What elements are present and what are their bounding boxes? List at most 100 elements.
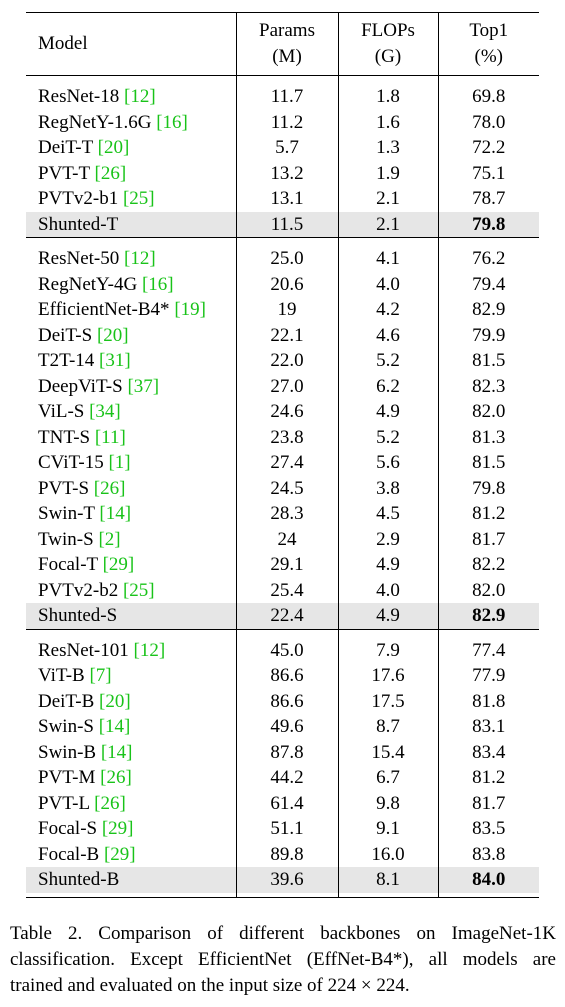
- flops-cell: 6.7: [337, 765, 438, 791]
- params-cell: 61.4: [235, 790, 338, 816]
- highlight-row: Shunted-B 39.6 8.1 84.0: [26, 867, 539, 893]
- top1-cell: 83.8: [437, 841, 539, 867]
- citation-link[interactable]: [20]: [96, 324, 129, 346]
- model-name: Twin-S: [38, 528, 99, 550]
- params-cell: 86.6: [235, 663, 338, 689]
- citation-link[interactable]: [14]: [98, 716, 131, 738]
- model-name: CViT-15: [38, 452, 109, 474]
- model-cell: Focal-S [29]: [26, 816, 236, 842]
- table-row: ViL-S [34] 24.6 4.9 82.0: [26, 399, 539, 425]
- citation-link[interactable]: [29]: [102, 554, 135, 576]
- highlight-params-cell: 39.6: [235, 867, 338, 893]
- flops-cell: 4.1: [337, 246, 438, 272]
- comparison-table: Model Params (M) FLOPs (G) Top1 (%) ResN…: [26, 12, 539, 898]
- top1-cell: 82.2: [437, 552, 539, 578]
- citation-link[interactable]: [25]: [122, 579, 155, 601]
- model-cell: ResNet-18 [12]: [26, 84, 236, 110]
- header-flops: FLOPs (G): [337, 12, 438, 76]
- citation-link[interactable]: [2]: [98, 528, 121, 550]
- citation-link[interactable]: [26]: [94, 162, 127, 184]
- header-params-label: Params: [259, 20, 315, 41]
- model-cell: Twin-S [2]: [26, 527, 236, 553]
- params-cell: 28.3: [235, 501, 338, 527]
- top1-cell: 77.9: [437, 663, 539, 689]
- citation-link[interactable]: [7]: [89, 665, 112, 687]
- top1-cell: 79.4: [437, 271, 539, 297]
- top1-cell: 81.2: [437, 765, 539, 791]
- model-cell: RegNetY-1.6G [16]: [26, 110, 236, 136]
- params-cell: 19: [235, 297, 338, 323]
- flops-cell: 9.1: [337, 816, 438, 842]
- table-row: ResNet-18 [12] 11.7 1.8 69.8: [26, 84, 539, 110]
- citation-link[interactable]: [11]: [94, 426, 126, 448]
- flops-cell: 4.5: [337, 501, 438, 527]
- citation-link[interactable]: [12]: [133, 639, 166, 661]
- table-row: PVT-M [26] 44.2 6.7 81.2: [26, 765, 539, 791]
- citation-link[interactable]: [19]: [174, 299, 206, 321]
- citation-link[interactable]: [26]: [100, 767, 132, 789]
- table-row: PVT-T [26] 13.2 1.9 75.1: [26, 160, 539, 186]
- group-spacer: [26, 75, 539, 84]
- citation-link[interactable]: [26]: [94, 792, 126, 814]
- table-row: PVT-S [26] 24.5 3.8 79.8: [26, 475, 539, 501]
- highlight-flops-cell: 4.9: [337, 603, 438, 629]
- spacer-cell: [26, 629, 236, 638]
- params-cell: 27.4: [235, 450, 338, 476]
- flops-cell: 4.0: [337, 271, 438, 297]
- citation-link[interactable]: [14]: [100, 741, 133, 763]
- model-cell: DeiT-T [20]: [26, 135, 236, 161]
- header-params-unit: (M): [272, 46, 302, 67]
- top1-cell: 76.2: [437, 246, 539, 272]
- table-row: Focal-T [29] 29.1 4.9 82.2: [26, 552, 539, 578]
- citation-link[interactable]: [12]: [124, 248, 156, 270]
- highlight-top1-cell: 82.9: [437, 603, 539, 629]
- citation-link[interactable]: [20]: [97, 137, 130, 159]
- citation-link[interactable]: [29]: [103, 843, 136, 865]
- model-name: T2T-14: [38, 350, 100, 372]
- top1-cell: 81.5: [437, 450, 539, 476]
- model-name: RegNetY-4G: [38, 273, 142, 295]
- citation-link[interactable]: [20]: [99, 690, 131, 712]
- top1-cell: 81.2: [437, 501, 539, 527]
- model-cell: RegNetY-4G [16]: [26, 272, 236, 298]
- model-cell: Focal-T [29]: [26, 552, 236, 578]
- table-caption: Table 2. Comparison of different backbon…: [10, 921, 556, 999]
- highlight-flops-cell: 2.1: [337, 211, 438, 238]
- model-cell: Swin-S [14]: [26, 714, 236, 740]
- params-cell: 29.1: [235, 552, 338, 578]
- citation-link[interactable]: [1]: [108, 452, 131, 474]
- table-row: RegNetY-1.6G [16] 11.2 1.6 78.0: [26, 109, 539, 136]
- flops-cell: 1.3: [337, 135, 438, 161]
- header-top1: Top1 (%): [437, 12, 539, 76]
- model-cell: T2T-14 [31]: [26, 348, 236, 374]
- table-group-1: ResNet-18 [12] 11.7 1.8 69.8 RegNetY-1.6G [1…: [26, 75, 539, 238]
- model-name: Focal-T: [38, 554, 103, 576]
- model-name: PVT-S: [38, 477, 94, 499]
- table-row: Focal-S [29] 51.1 9.1 83.5: [26, 816, 539, 842]
- citation-link[interactable]: [37]: [127, 375, 160, 397]
- flops-cell: 5.2: [337, 348, 438, 374]
- citation-link[interactable]: [12]: [124, 86, 156, 108]
- citation-link[interactable]: [16]: [156, 111, 188, 133]
- caption-line-1: Table 2. Comparison of different backbon…: [10, 923, 556, 944]
- model-name: TNT-S: [38, 426, 95, 448]
- citation-link[interactable]: [16]: [141, 273, 174, 295]
- model-name: Swin-S: [38, 716, 99, 738]
- highlight-model-cell: Shunted-T: [26, 211, 236, 238]
- flops-cell: 17.5: [337, 688, 438, 714]
- params-cell: 44.2: [235, 765, 338, 791]
- citation-link[interactable]: [34]: [89, 401, 121, 423]
- citation-link[interactable]: [29]: [101, 818, 134, 840]
- highlight-params-cell: 11.5: [235, 211, 338, 238]
- citation-link[interactable]: [14]: [99, 503, 132, 525]
- model-name: Swin-B: [38, 741, 101, 763]
- params-cell: 24.5: [235, 475, 338, 501]
- params-cell: 86.6: [235, 688, 338, 714]
- flops-cell: 1.8: [337, 84, 438, 110]
- model-name: PVTv2-b2: [38, 579, 123, 601]
- citation-link[interactable]: [31]: [99, 350, 131, 372]
- citation-link[interactable]: [25]: [122, 188, 155, 210]
- params-cell: 51.1: [235, 816, 338, 842]
- citation-link[interactable]: [26]: [93, 477, 126, 499]
- top1-cell: 72.2: [437, 135, 539, 161]
